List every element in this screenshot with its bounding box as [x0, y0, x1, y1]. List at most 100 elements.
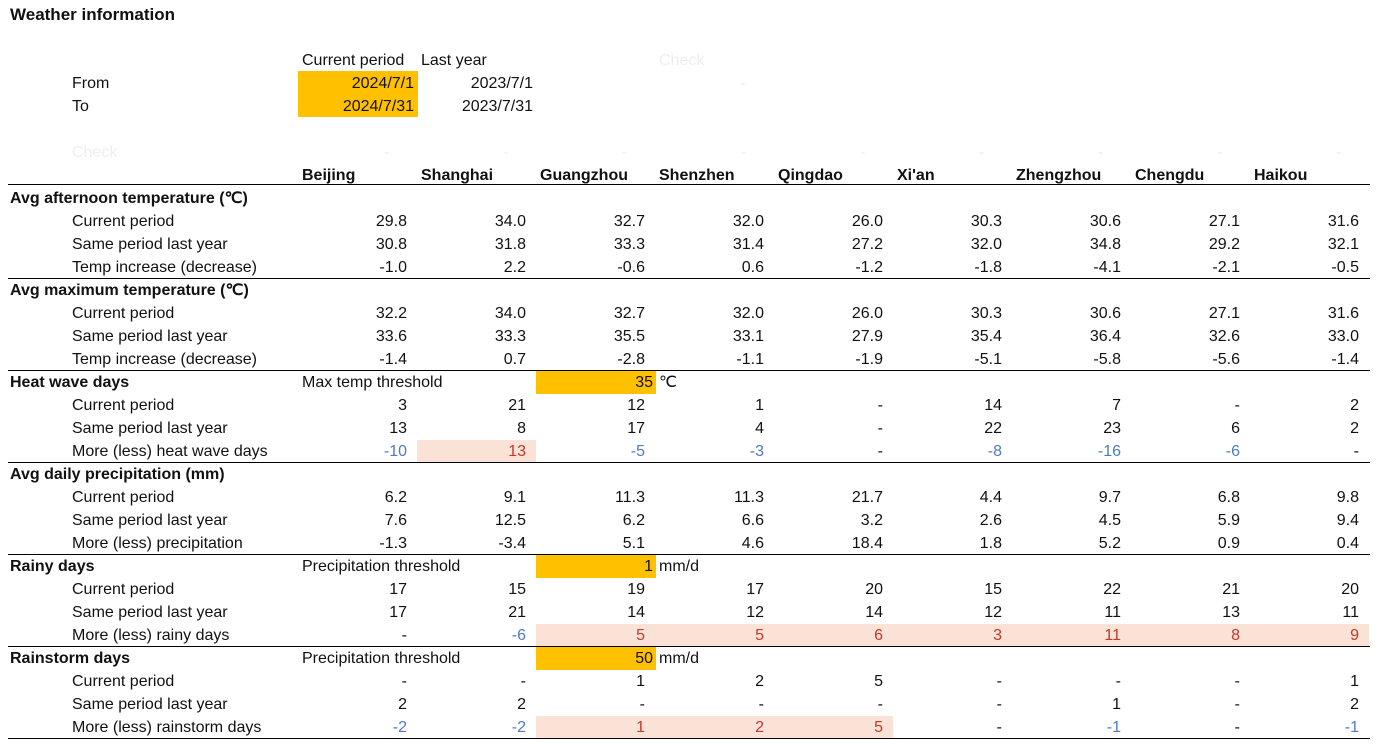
table-cell: -5 [630, 443, 645, 460]
table-cell: 5 [636, 627, 645, 644]
from-last-value: 2023/7/1 [470, 75, 533, 92]
table-cell: 30.6 [1089, 213, 1121, 230]
table-cell: 29.2 [1208, 236, 1240, 253]
table-cell: 9 [1350, 627, 1359, 644]
table-cell: 2 [398, 696, 407, 713]
to-last-value: 2023/7/31 [461, 98, 533, 115]
table-cell: 27.1 [1208, 213, 1240, 230]
table-cell: 21 [508, 604, 526, 621]
table-cell: 1 [755, 397, 764, 414]
row-label-2-1: Same period last year [72, 420, 228, 437]
row-label-0-1: Same period last year [72, 236, 228, 253]
threshold-unit-4: mm/d [659, 558, 699, 575]
table-cell: -6 [1225, 443, 1240, 460]
table-cell: - [1353, 443, 1359, 460]
table-cell: 4.4 [979, 489, 1002, 506]
table-cell: 6.6 [741, 512, 764, 529]
section-title-1: Avg maximum temperature (℃) [10, 282, 249, 299]
table-cell: 1 [636, 673, 645, 690]
table-cell: 20 [865, 581, 883, 598]
table-cell: 32.6 [1208, 328, 1240, 345]
table-cell: 2 [755, 719, 764, 736]
highlight-cell-4-2-7 [1131, 624, 1250, 647]
table-cell: 15 [508, 581, 526, 598]
table-cell: 17 [389, 581, 407, 598]
table-cell: 4 [755, 420, 764, 437]
table-cell: -1 [1106, 719, 1121, 736]
highlight-cell-5-2-2 [536, 716, 655, 739]
table-cell: 5 [874, 719, 883, 736]
table-cell: -1.4 [1331, 351, 1359, 368]
table-cell: 8 [517, 420, 526, 437]
row-label-1-0: Current period [72, 305, 175, 322]
section-rule-3 [8, 554, 1370, 555]
table-cell: -1.3 [379, 535, 407, 552]
table-cell: 32.7 [613, 213, 645, 230]
city-header-2: Guangzhou [540, 167, 628, 184]
threshold-input-bg-2 [536, 371, 656, 394]
section-rule-2 [8, 462, 1370, 463]
table-cell: -0.5 [1331, 259, 1359, 276]
table-cell: 14 [984, 397, 1002, 414]
threshold-input-5[interactable]: 50 [635, 650, 653, 667]
table-cell: 20 [1341, 581, 1359, 598]
table-cell: 31.8 [494, 236, 526, 253]
table-cell: - [996, 719, 1002, 736]
threshold-input-2[interactable]: 35 [635, 374, 653, 391]
table-cell: - [401, 627, 407, 644]
table-cell: 2.6 [979, 512, 1002, 529]
table-cell: -8 [987, 443, 1002, 460]
check-dash-5: - [979, 144, 985, 161]
from-label: From [72, 75, 110, 92]
table-cell: 12 [984, 604, 1002, 621]
highlight-cell-4-2-3 [655, 624, 774, 647]
table-cell: - [996, 696, 1002, 713]
table-cell: 3 [993, 627, 1002, 644]
highlight-cell-4-2-2 [536, 624, 655, 647]
table-cell: -3 [749, 443, 764, 460]
table-cell: 2 [755, 673, 764, 690]
table-cell: 2.2 [503, 259, 526, 276]
table-cell: -1.1 [736, 351, 764, 368]
table-cell: 30.3 [970, 305, 1002, 322]
table-cell: -1.2 [855, 259, 883, 276]
table-cell: 19 [627, 581, 645, 598]
table-cell: 14 [865, 604, 883, 621]
table-cell: -2 [392, 719, 407, 736]
table-cell: - [877, 696, 883, 713]
highlight-cell-4-2-4 [774, 624, 893, 647]
table-cell: 4.6 [741, 535, 764, 552]
table-cell: 26.0 [851, 213, 883, 230]
table-cell: 17 [746, 581, 764, 598]
table-cell: 27.9 [851, 328, 883, 345]
table-cell: - [520, 673, 526, 690]
threshold-label-2: Max temp threshold [302, 374, 443, 391]
table-cell: -2.8 [617, 351, 645, 368]
table-cell: -1.9 [855, 351, 883, 368]
table-cell: 12.5 [494, 512, 526, 529]
table-cell: 1.8 [979, 535, 1002, 552]
current-period-header: Current period [302, 52, 405, 69]
check-dash-0: - [384, 144, 390, 161]
table-cell: - [1234, 719, 1240, 736]
threshold-input-4[interactable]: 1 [644, 558, 653, 575]
table-cell: 33.3 [613, 236, 645, 253]
table-cell: -5.6 [1212, 351, 1240, 368]
table-cell: 30.3 [970, 213, 1002, 230]
table-cell: 1 [1112, 696, 1121, 713]
highlight-cell-5-2-4 [774, 716, 893, 739]
table-cell: 22 [984, 420, 1002, 437]
table-cell: - [758, 696, 764, 713]
row-label-1-2: Temp increase (decrease) [72, 351, 257, 368]
table-cell: -1.0 [379, 259, 407, 276]
table-cell: 12 [746, 604, 764, 621]
table-cell: 2 [517, 696, 526, 713]
table-cell: 12 [627, 397, 645, 414]
from-current-input[interactable]: 2024/7/1 [351, 75, 414, 92]
table-cell: - [877, 397, 883, 414]
table-cell: 36.4 [1089, 328, 1121, 345]
to-current-input[interactable]: 2024/7/31 [342, 98, 414, 115]
section-rule-5 [8, 738, 1370, 739]
table-cell: 34.0 [494, 305, 526, 322]
table-cell: 5.1 [622, 535, 645, 552]
